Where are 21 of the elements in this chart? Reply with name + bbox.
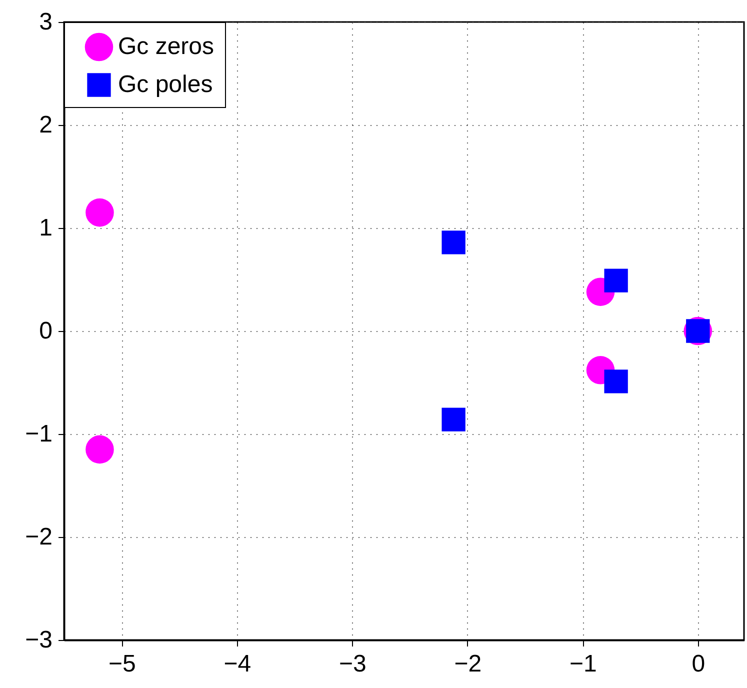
y-tick-label: 1 xyxy=(39,214,52,242)
x-tick-label: −1 xyxy=(569,650,597,678)
point xyxy=(86,198,114,227)
y-tick-label: −2 xyxy=(25,524,52,550)
point xyxy=(442,408,466,432)
y-tick-label: 3 xyxy=(39,8,52,36)
legend-label: Gc zeros xyxy=(118,33,214,60)
x-tick-label: −2 xyxy=(454,650,482,678)
point xyxy=(604,370,628,394)
y-tick-label: −1 xyxy=(25,420,52,448)
point xyxy=(604,268,628,292)
point xyxy=(442,230,466,254)
y-tick-label: −3 xyxy=(25,626,52,654)
point xyxy=(86,435,114,464)
x-tick-label: −3 xyxy=(338,650,366,678)
x-tick-label: −4 xyxy=(224,650,252,678)
legend-label: Gc poles xyxy=(118,71,213,98)
x-tick-label: 0 xyxy=(692,650,706,678)
y-tick-label: 2 xyxy=(39,112,52,138)
x-tick-label: −5 xyxy=(108,650,136,678)
y-tick-label: 0 xyxy=(39,318,52,344)
